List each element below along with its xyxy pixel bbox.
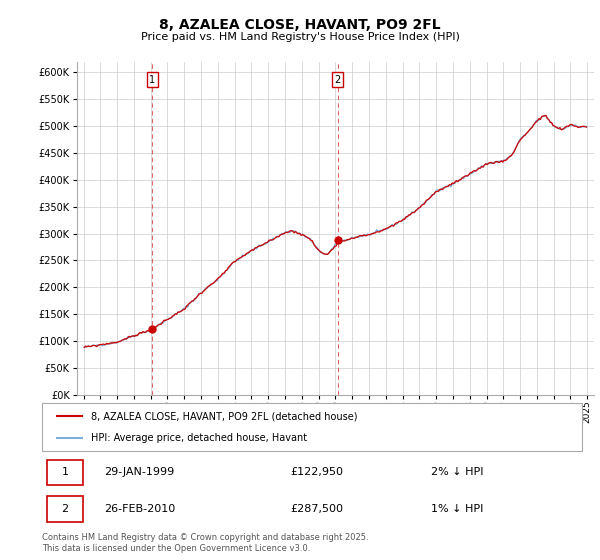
Text: 29-JAN-1999: 29-JAN-1999 xyxy=(104,468,175,478)
Text: 2: 2 xyxy=(61,504,68,514)
Text: 8, AZALEA CLOSE, HAVANT, PO9 2FL (detached house): 8, AZALEA CLOSE, HAVANT, PO9 2FL (detach… xyxy=(91,411,357,421)
Text: 2: 2 xyxy=(334,75,341,85)
Text: 1: 1 xyxy=(149,75,155,85)
Text: Contains HM Land Registry data © Crown copyright and database right 2025.
This d: Contains HM Land Registry data © Crown c… xyxy=(42,533,368,553)
Text: 26-FEB-2010: 26-FEB-2010 xyxy=(104,504,175,514)
Bar xyxy=(47,496,83,521)
Text: 8, AZALEA CLOSE, HAVANT, PO9 2FL: 8, AZALEA CLOSE, HAVANT, PO9 2FL xyxy=(159,18,441,32)
Bar xyxy=(47,460,83,485)
Text: 1: 1 xyxy=(61,468,68,478)
Text: 2% ↓ HPI: 2% ↓ HPI xyxy=(431,468,484,478)
Text: Price paid vs. HM Land Registry's House Price Index (HPI): Price paid vs. HM Land Registry's House … xyxy=(140,32,460,43)
Text: HPI: Average price, detached house, Havant: HPI: Average price, detached house, Hava… xyxy=(91,433,307,443)
Text: £122,950: £122,950 xyxy=(290,468,343,478)
Text: 1% ↓ HPI: 1% ↓ HPI xyxy=(431,504,483,514)
Text: £287,500: £287,500 xyxy=(290,504,343,514)
